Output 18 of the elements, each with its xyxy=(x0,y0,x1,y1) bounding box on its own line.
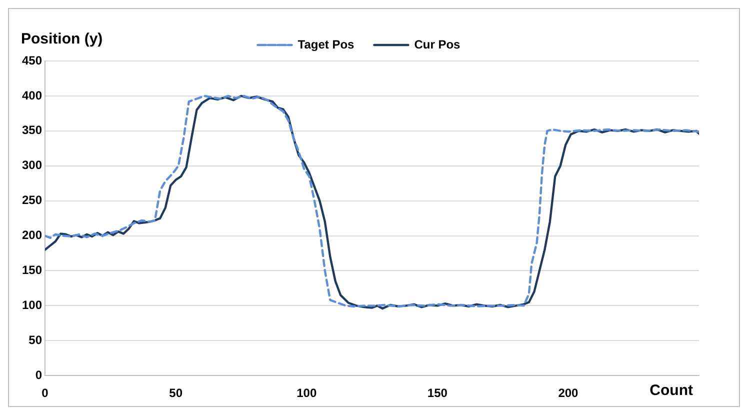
legend-label: Taget Pos xyxy=(298,37,355,52)
x-axis-title: Count xyxy=(650,382,693,400)
x-tick-label: 200 xyxy=(558,386,579,400)
y-tick-label: 0 xyxy=(35,368,42,382)
y-tick-label: 100 xyxy=(22,298,42,312)
y-tick-label: 400 xyxy=(22,88,42,102)
x-tick-label: 150 xyxy=(427,386,448,400)
x-tick-label: 100 xyxy=(296,386,317,400)
legend-label: Cur Pos xyxy=(414,37,461,52)
y-tick-label: 450 xyxy=(22,53,42,68)
y-tick-label: 350 xyxy=(22,123,42,138)
y-axis-title: Position (y) xyxy=(21,30,103,48)
y-tick-label: 300 xyxy=(22,158,42,172)
y-tick-label: 150 xyxy=(22,263,42,278)
y-tick-label: 50 xyxy=(28,332,42,347)
y-tick-label: 250 xyxy=(22,193,42,208)
y-tick-label: 200 xyxy=(22,228,42,242)
x-tick-label: 50 xyxy=(169,386,183,400)
